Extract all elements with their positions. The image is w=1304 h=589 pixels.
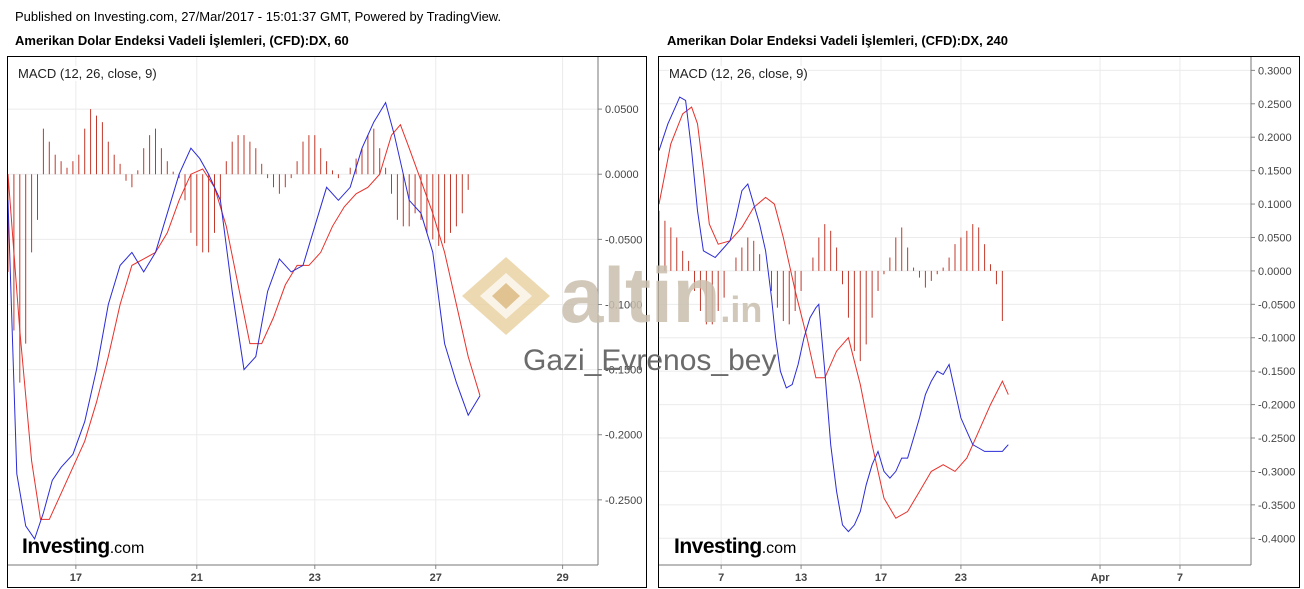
right-ytick-label: -0.3000	[1258, 466, 1295, 478]
right-xtick-label: Apr	[1091, 572, 1111, 584]
right-xtick-label: 23	[955, 572, 967, 584]
right-ytick-label: -0.1000	[1258, 333, 1295, 345]
right-xtick-label: 7	[1177, 572, 1183, 584]
left-ytick-label: -0.2000	[605, 430, 642, 442]
altin-diamond-icon	[462, 257, 550, 335]
right-ytick-label: -0.3500	[1258, 500, 1295, 512]
left-signal-line	[8, 123, 481, 520]
right-ytick-label: -0.4000	[1258, 533, 1295, 545]
published-caption: Published on Investing.com, 27/Mar/2017 …	[15, 9, 502, 24]
right-investing-logo: Investing.com	[674, 535, 796, 559]
left-macd-line	[8, 101, 481, 541]
right-indicator-label: MACD (12, 26, close, 9)	[669, 66, 808, 81]
left-xtick-label: 17	[70, 572, 82, 584]
left-logo-suffix: .com	[109, 540, 145, 557]
left-logo-text: Investing	[22, 535, 110, 558]
right-chart-svg: 0.3000 0.2500 0.2000 0.1500 0.1000 0.0500 0.00…	[659, 57, 1295, 584]
left-chart-panel[interactable]: 0.0500 0.0000 -0.0500 -0.1000 -0.1500 -0.2000…	[7, 56, 647, 588]
right-ytick-label: 0.2500	[1258, 99, 1292, 111]
right-chart-title: Amerikan Dolar Endeksi Vadeli İşlemleri,…	[667, 33, 1009, 48]
right-ytick-label: 0.1500	[1258, 166, 1292, 178]
left-xtick-label: 23	[309, 572, 321, 584]
watermark-brand-text: altin	[560, 251, 721, 339]
right-logo-suffix: .com	[761, 540, 797, 557]
left-ytick-label: -0.0500	[605, 234, 642, 246]
right-ytick-label: 0.0000	[1258, 266, 1292, 278]
left-ytick-label: -0.1500	[605, 365, 642, 377]
right-ytick-label: 0.2000	[1258, 132, 1292, 144]
left-ytick-label: -0.1000	[605, 299, 642, 311]
watermark-brand: altin.in	[560, 250, 762, 341]
right-ytick-label: -0.2000	[1258, 400, 1295, 412]
watermark-brand-suffix: .in	[720, 289, 763, 330]
left-chart-svg: 0.0500 0.0000 -0.0500 -0.1000 -0.1500 -0.2000…	[8, 57, 642, 584]
watermark-user: Gazi_Evrenos_bey	[523, 344, 777, 377]
right-ytick-label: 0.1000	[1258, 199, 1292, 211]
right-chart-panel[interactable]: 0.3000 0.2500 0.2000 0.1500 0.1000 0.0500 0.00…	[658, 56, 1300, 588]
right-xtick-label: 7	[718, 572, 724, 584]
right-ytick-label: 0.0500	[1258, 232, 1292, 244]
right-signal-line	[659, 106, 1009, 519]
right-logo-text: Investing	[674, 535, 762, 558]
right-ytick-label: -0.0500	[1258, 299, 1295, 311]
left-ytick-label: 0.0000	[605, 169, 639, 181]
right-macd-line	[659, 96, 1009, 533]
left-investing-logo: Investing.com	[22, 535, 144, 559]
left-chart-title: Amerikan Dolar Endeksi Vadeli İşlemleri,…	[15, 33, 349, 48]
left-xtick-label: 21	[191, 572, 203, 584]
right-ytick-label: 0.3000	[1258, 65, 1292, 77]
left-xtick-label: 27	[430, 572, 442, 584]
left-ytick-label: 0.0500	[605, 104, 639, 116]
right-ytick-label: -0.1500	[1258, 366, 1295, 378]
right-xtick-label: 17	[875, 572, 887, 584]
left-indicator-label: MACD (12, 26, close, 9)	[18, 66, 157, 81]
left-xtick-label: 29	[556, 572, 568, 584]
right-ytick-label: -0.2500	[1258, 433, 1295, 445]
left-ytick-label: -0.2500	[605, 495, 642, 507]
right-xtick-label: 13	[795, 572, 807, 584]
